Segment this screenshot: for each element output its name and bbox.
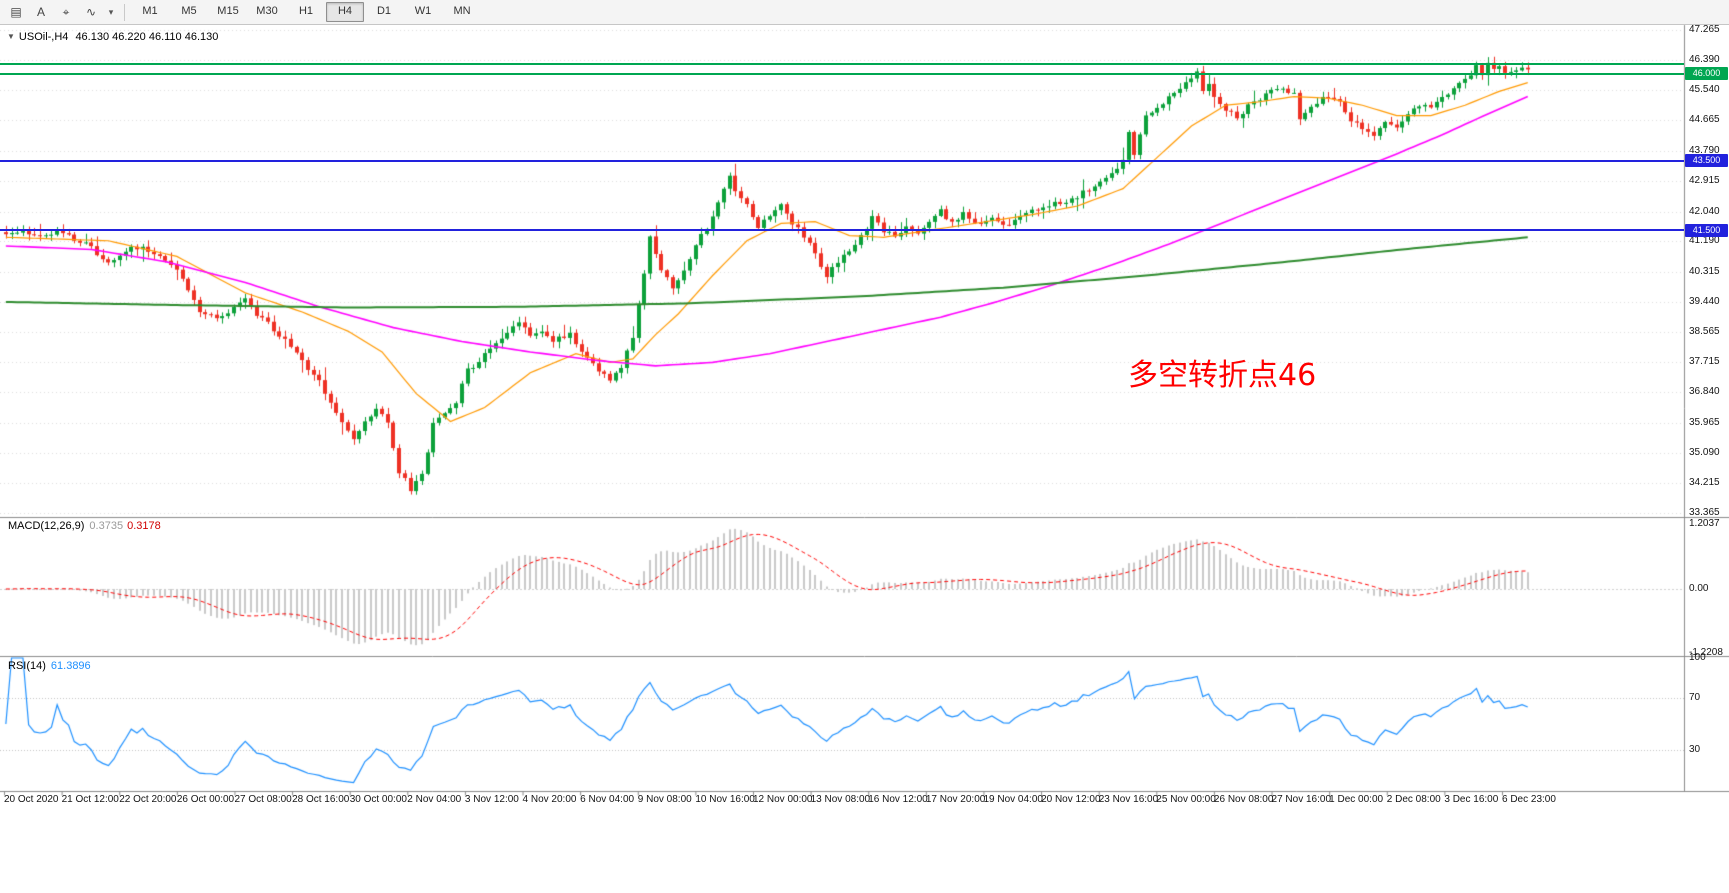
toolbar-separator [124,3,125,21]
rsi-name: RSI(14) [8,660,46,672]
toolbar: ▤ A ⌖ ∿ ▾ M1 M5 M15 M30 H1 H4 D1 W1 MN [0,0,1729,25]
timeframe-button-m30[interactable]: M30 [256,5,278,17]
price-axis-label: 38.565 [1689,326,1720,338]
price-axis-label: 42.915 [1689,175,1720,187]
macd-axis-label: 1.2037 [1689,518,1720,529]
crosshair-icon[interactable]: ⌖ [62,4,70,19]
price-axis-label: 33.365 [1689,507,1720,519]
macd-label: MACD(12,26,9) 0.3735 0.3178 [8,520,161,532]
time-axis-label: 1 Dec 00:00 [1329,794,1384,805]
indicators-dropdown-caret[interactable]: ▾ [108,6,114,17]
macd-main-value: 0.3735 [89,520,124,532]
time-axis-label: 26 Oct 00:00 [176,794,235,805]
price-axis-label: 36.840 [1689,386,1720,398]
timeframe-button-d1[interactable]: D1 [376,5,392,17]
time-axis-label: 25 Nov 00:00 [1156,794,1216,805]
price-axis-label: 42.040 [1689,205,1720,217]
chart-header: ▼ USOil-,H4 46.130 46.220 46.110 46.130 [7,31,218,43]
rsi-axis-label: 70 [1689,691,1701,703]
hline-46.000[interactable] [0,72,1684,75]
price-axis-label: 39.440 [1689,295,1720,307]
price-axis-label: 44.665 [1689,114,1720,126]
price-axis-label: 35.090 [1689,447,1720,459]
time-axis-label: 16 Nov 12:00 [868,794,928,805]
price-axis-label: 37.715 [1689,355,1720,367]
price-axis-label: 41.190 [1689,235,1720,247]
timeframe-button-h1[interactable]: H1 [298,5,314,17]
timeframe-button-h4[interactable]: H4 [326,2,364,22]
time-axis-label: 6 Nov 04:00 [580,794,635,805]
price-badge-46.000: 46.000 [1685,67,1728,81]
timeframe-button-m15[interactable]: M15 [217,5,239,17]
time-axis-label: 13 Nov 08:00 [810,794,871,805]
rsi-value: 61.3896 [50,660,91,672]
time-axis-label: 9 Nov 08:00 [637,794,692,805]
time-axis-label: 21 Oct 12:00 [61,794,119,805]
price-axis-label: 46.390 [1689,54,1720,66]
hline-43.500[interactable] [0,159,1684,162]
hline-41.500[interactable] [0,229,1684,232]
rsi-axis-label: 100 [1689,652,1706,663]
macd-name: MACD(12,26,9) [8,520,85,532]
macd-axis-label: 0.00 [1689,583,1709,594]
ohlc-values: 46.130 46.220 46.110 46.130 [75,31,219,43]
time-axis-label: 28 Oct 16:00 [292,794,350,805]
timeframe-button-m1[interactable]: M1 [142,5,158,17]
price-axis-label: 43.790 [1689,144,1720,156]
time-axis-label: 27 Nov 16:00 [1271,794,1332,805]
time-axis-label: 17 Nov 20:00 [925,794,986,805]
time-axis-label: 30 Oct 00:00 [349,794,407,805]
time-axis-label: 20 Nov 12:00 [1041,794,1101,805]
time-axis-label: 26 Nov 08:00 [1213,794,1274,805]
timeframe-button-m5[interactable]: M5 [181,5,197,17]
price-axis-label: 47.265 [1689,24,1720,35]
text-tool-icon[interactable]: A [36,5,45,19]
time-axis-label: 27 Oct 08:00 [234,794,292,805]
bar-chart-icon[interactable]: ▤ [10,5,22,19]
time-axis-label: 2 Nov 04:00 [407,794,462,805]
time-axis-label: 4 Nov 20:00 [522,794,577,805]
time-axis-label: 6 Dec 23:00 [1502,794,1556,805]
timeframe-button-mn[interactable]: MN [453,5,471,17]
price-axis-label: 45.540 [1689,83,1720,95]
time-axis-label: 3 Dec 16:00 [1444,794,1499,805]
price-axis-label: 40.315 [1689,265,1720,277]
time-axis-label: 22 Oct 20:00 [119,794,177,805]
time-axis-label: 2 Dec 08:00 [1386,794,1441,805]
rsi-axis-label: 30 [1689,744,1701,756]
rsi-label: RSI(14) 61.3896 [8,660,91,672]
time-axis-label: 12 Nov 00:00 [753,794,813,805]
time-axis-label: 23 Nov 16:00 [1098,794,1159,805]
symbol-period-label: USOil-,H4 [18,31,69,43]
collapse-icon[interactable]: ▼ [7,32,15,41]
time-axis-label: 3 Nov 12:00 [464,794,519,805]
price-axis-label: 35.965 [1689,416,1720,428]
indicators-icon[interactable]: ∿ [85,5,97,19]
price-badge-43.500: 43.500 [1685,154,1728,168]
time-axis-label: 10 Nov 16:00 [695,794,755,805]
macd-signal-value: 0.3178 [127,520,161,532]
macd-axis-label: -1.2208 [1689,647,1723,658]
price-axis-label: 34.215 [1689,477,1720,489]
price-badge-41.500: 41.500 [1685,223,1728,237]
time-axis-label: 19 Nov 04:00 [983,794,1043,805]
annotation-text[interactable]: 多空转折点46 [1128,358,1317,393]
timeframe-button-w1[interactable]: W1 [414,5,432,17]
time-axis-label: 20 Oct 2020 [4,794,59,805]
hline-46.3[interactable] [0,62,1684,65]
